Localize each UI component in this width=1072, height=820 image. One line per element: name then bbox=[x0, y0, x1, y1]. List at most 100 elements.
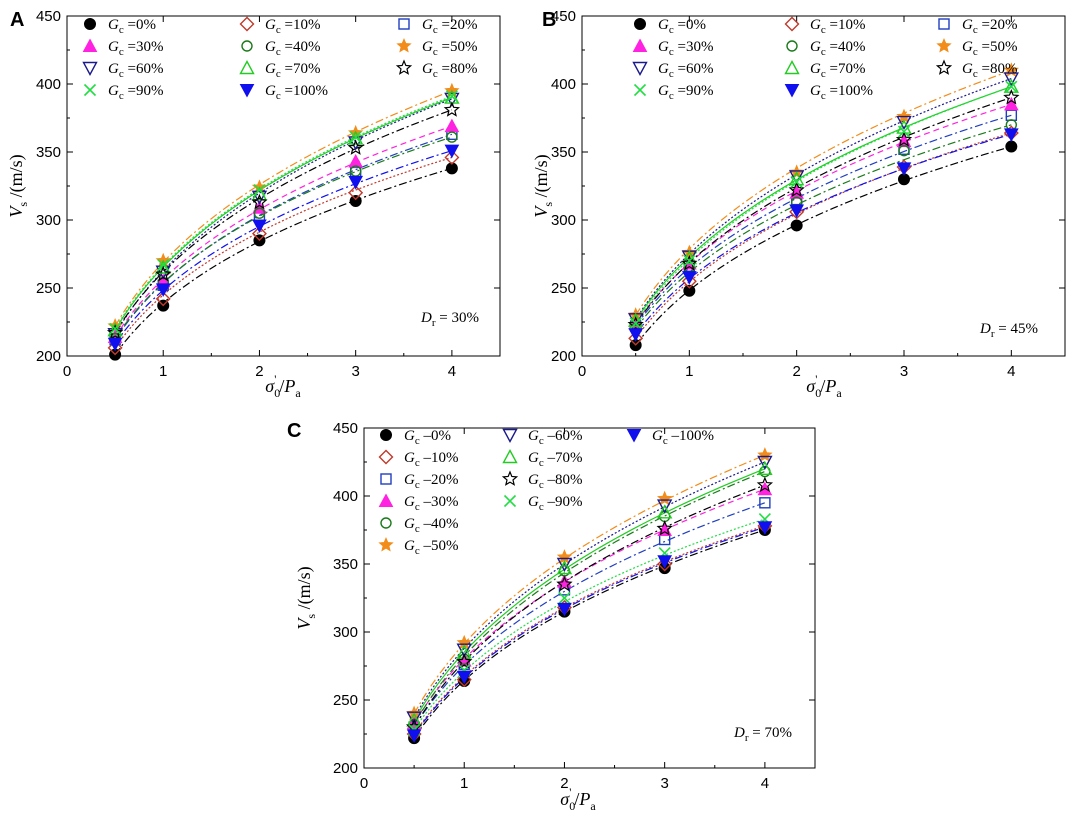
data-point-gc-80 bbox=[347, 139, 364, 155]
data-point-gc-100 bbox=[107, 337, 123, 352]
x-tick-label: 1 bbox=[159, 363, 167, 380]
fit-line-gc-30 bbox=[114, 125, 453, 338]
legend-marker-gc-50 bbox=[936, 37, 952, 53]
legend-label: Gc =40% bbox=[810, 39, 865, 58]
fit-line-gc-30 bbox=[413, 488, 766, 724]
legend-marker-gc-0 bbox=[380, 429, 392, 441]
fit-line-gc-20 bbox=[635, 114, 1012, 327]
legend-label: Gc =50% bbox=[422, 39, 477, 58]
legend-label: Gc =0% bbox=[108, 17, 156, 36]
y-tick-label: 400 bbox=[36, 76, 61, 93]
y-tick-label: 400 bbox=[551, 76, 576, 93]
legend-label: Gc =60% bbox=[658, 61, 713, 80]
data-point-gc-10 bbox=[456, 672, 472, 688]
data-point-gc-10 bbox=[107, 340, 123, 356]
panel-a: A 0 1 2 3 4 200 250 300 350 400 450 Gc =0% Gc =10% Gc … bbox=[6, 8, 501, 400]
y-tick-label: 250 bbox=[551, 280, 576, 297]
x-tick-label: 0 bbox=[360, 775, 368, 792]
data-point-gc-100 bbox=[155, 283, 171, 297]
legend-label: Gc –60% bbox=[528, 428, 582, 447]
data-point-gc-80 bbox=[681, 254, 698, 271]
legend-label: Gc =70% bbox=[265, 61, 320, 80]
relative-density-note: Dr = 45% bbox=[979, 321, 1038, 340]
legend-label: Gc =80% bbox=[962, 61, 1017, 80]
fit-line-gc-60 bbox=[413, 461, 766, 718]
y-tick-label: 350 bbox=[551, 144, 576, 161]
fit-line-gc-50 bbox=[114, 90, 453, 327]
y-tick-label: 450 bbox=[333, 420, 358, 437]
legend-marker-gc-60 bbox=[502, 428, 518, 443]
legend-marker-gc-100 bbox=[239, 84, 255, 98]
x-tick-label: 3 bbox=[351, 363, 359, 380]
x-tick-label: 1 bbox=[685, 363, 693, 380]
x-tick-label: 2 bbox=[255, 363, 263, 380]
x-tick-label: 0 bbox=[63, 363, 71, 380]
legend-marker-gc-10 bbox=[784, 16, 800, 32]
y-tick-label: 250 bbox=[36, 280, 61, 297]
panel-c: C 0 1 2 3 4 200 250 300 350 400 450 Gc –0% Gc –10% Gc … bbox=[287, 420, 816, 813]
y-tick-label: 200 bbox=[36, 348, 61, 365]
legend-label: Gc –20% bbox=[404, 472, 458, 491]
legend-marker-gc-10 bbox=[239, 16, 255, 32]
data-point-gc-0 bbox=[790, 219, 803, 232]
y-axis-title: Vs /(m/s) bbox=[294, 566, 318, 629]
x-tick-label: 1 bbox=[460, 775, 468, 792]
fit-line-gc-40 bbox=[413, 470, 766, 725]
data-point-gc-90 bbox=[349, 130, 362, 144]
legend-label: Gc =90% bbox=[658, 83, 713, 102]
data-point-gc-100 bbox=[789, 204, 805, 219]
legend-marker-gc-60 bbox=[82, 61, 98, 76]
x-axis-title: σ0'/Pa bbox=[806, 372, 842, 400]
legend-marker-gc-20 bbox=[398, 18, 410, 30]
data-point-gc-10 bbox=[628, 330, 644, 346]
data-point-gc-10 bbox=[251, 226, 267, 242]
fit-line-gc-100 bbox=[635, 133, 1012, 335]
data-point-gc-80 bbox=[251, 193, 268, 210]
data-point-gc-100 bbox=[681, 271, 697, 285]
legend-marker-gc-90 bbox=[503, 494, 517, 508]
x-axis-title: σ0'/Pa bbox=[265, 372, 301, 400]
data-point-gc-80 bbox=[1003, 89, 1020, 105]
legend-label: Gc =70% bbox=[810, 61, 865, 80]
legend-marker-gc-70 bbox=[239, 60, 255, 75]
data-point-gc-100 bbox=[896, 162, 912, 176]
data-point-gc-60 bbox=[556, 557, 573, 572]
fit-line-gc-20 bbox=[413, 502, 766, 728]
data-point-gc-80 bbox=[556, 575, 573, 592]
legend-label: Gc =10% bbox=[810, 17, 865, 36]
legend-label: Gc =100% bbox=[810, 83, 873, 102]
fit-line-gc-50 bbox=[413, 454, 766, 714]
panel-letter: A bbox=[10, 9, 24, 31]
data-point-gc-90 bbox=[897, 125, 911, 138]
data-point-gc-70 bbox=[456, 644, 472, 659]
data-point-gc-90 bbox=[109, 322, 122, 335]
panel-letter: C bbox=[287, 420, 301, 442]
data-point-gc-60 bbox=[406, 711, 422, 726]
fit-line-gc-10 bbox=[413, 525, 766, 735]
fit-line-gc-30 bbox=[635, 103, 1012, 324]
data-point-gc-90 bbox=[683, 254, 696, 267]
y-tick-label: 350 bbox=[36, 144, 61, 161]
data-point-gc-100 bbox=[628, 328, 644, 342]
data-point-gc-40 bbox=[1005, 119, 1018, 131]
x-tick-label: 3 bbox=[660, 775, 668, 792]
y-tick-label: 200 bbox=[333, 760, 358, 777]
data-point-gc-10 bbox=[155, 291, 171, 307]
x-axis-title: σ0'/Pa bbox=[560, 785, 596, 813]
relative-density-note: Dr = 70% bbox=[733, 725, 792, 744]
legend-marker-gc-30 bbox=[82, 38, 98, 52]
fit-line-gc-90 bbox=[635, 86, 1012, 324]
legend-label: Gc =20% bbox=[422, 17, 477, 36]
legend-label: Gc =20% bbox=[962, 17, 1017, 36]
x-tick-label: 4 bbox=[761, 775, 769, 792]
data-point-gc-0 bbox=[1005, 140, 1018, 153]
data-point-gc-40 bbox=[898, 144, 910, 157]
data-point-gc-40 bbox=[446, 131, 458, 143]
legend-marker-gc-10 bbox=[378, 449, 394, 465]
y-tick-label: 300 bbox=[333, 624, 358, 641]
data-point-gc-100 bbox=[348, 175, 364, 190]
legend-marker-gc-50 bbox=[378, 536, 394, 552]
data-point-gc-70 bbox=[1003, 78, 1020, 93]
data-point-gc-60 bbox=[757, 455, 773, 470]
